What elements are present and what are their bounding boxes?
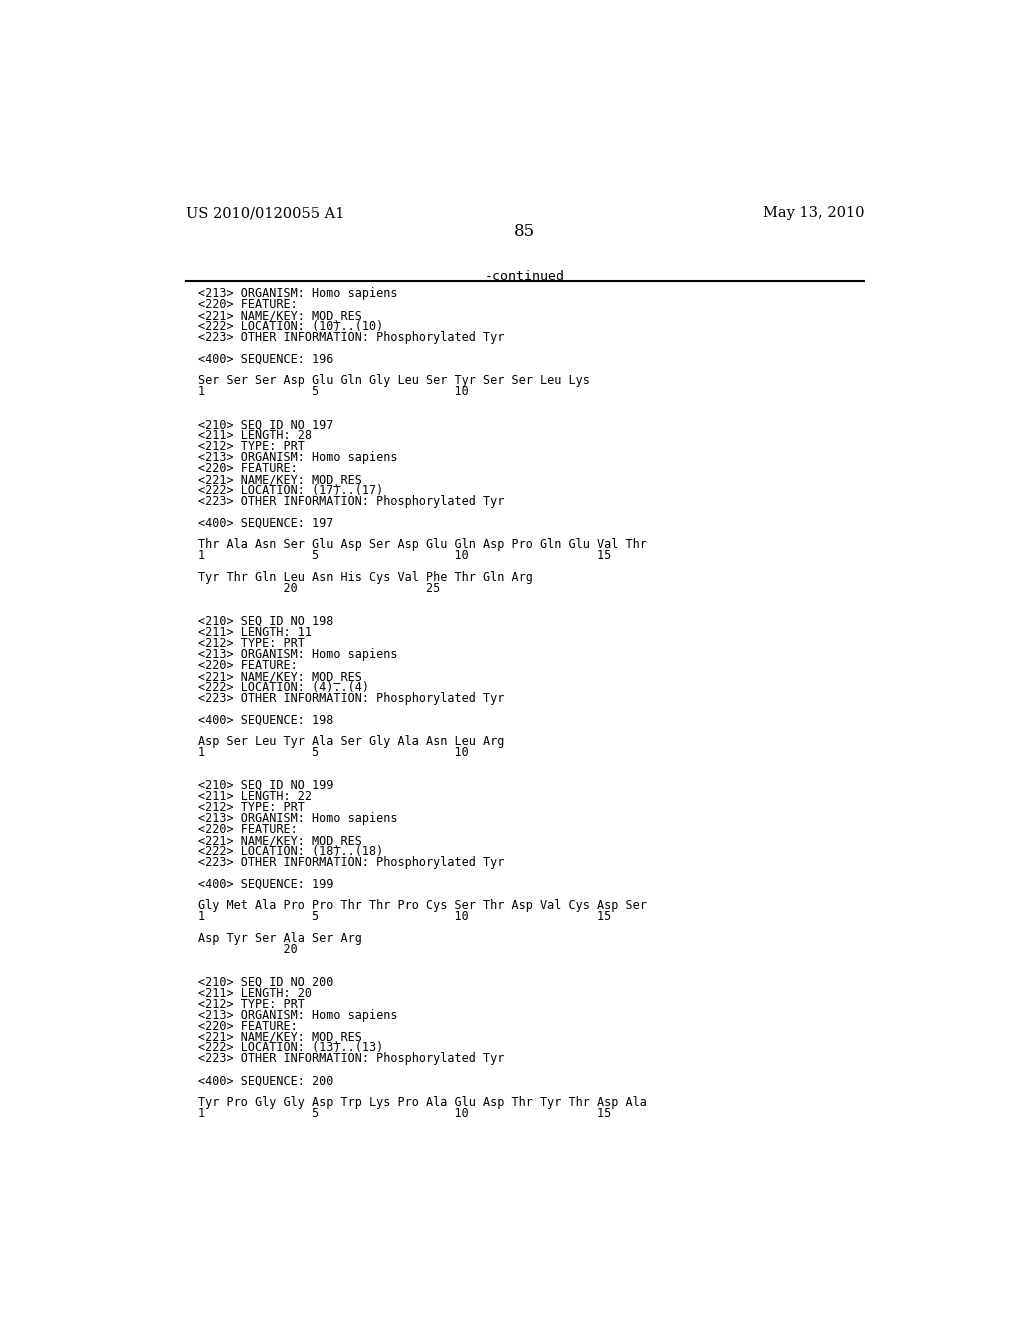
Text: 1               5                   10                  15: 1 5 10 15 (198, 1107, 611, 1121)
Text: <220> FEATURE:: <220> FEATURE: (198, 1019, 298, 1032)
Text: Tyr Thr Gln Leu Asn His Cys Val Phe Thr Gln Arg: Tyr Thr Gln Leu Asn His Cys Val Phe Thr … (198, 572, 532, 585)
Text: May 13, 2010: May 13, 2010 (763, 206, 864, 220)
Text: <212> TYPE: PRT: <212> TYPE: PRT (198, 636, 304, 649)
Text: <213> ORGANISM: Homo sapiens: <213> ORGANISM: Homo sapiens (198, 648, 397, 661)
Text: <223> OTHER INFORMATION: Phosphorylated Tyr: <223> OTHER INFORMATION: Phosphorylated … (198, 1052, 504, 1065)
Text: <211> LENGTH: 20: <211> LENGTH: 20 (198, 987, 311, 999)
Text: <222> LOCATION: (17)..(17): <222> LOCATION: (17)..(17) (198, 484, 383, 496)
Text: <210> SEQ ID NO 200: <210> SEQ ID NO 200 (198, 975, 333, 989)
Text: 1               5                   10                  15: 1 5 10 15 (198, 911, 611, 923)
Text: <223> OTHER INFORMATION: Phosphorylated Tyr: <223> OTHER INFORMATION: Phosphorylated … (198, 692, 504, 705)
Text: 1               5                   10: 1 5 10 (198, 385, 469, 399)
Text: Asp Tyr Ser Ala Ser Arg: Asp Tyr Ser Ala Ser Arg (198, 932, 361, 945)
Text: Tyr Pro Gly Gly Asp Trp Lys Pro Ala Glu Asp Thr Tyr Thr Asp Ala: Tyr Pro Gly Gly Asp Trp Lys Pro Ala Glu … (198, 1096, 646, 1109)
Text: <400> SEQUENCE: 197: <400> SEQUENCE: 197 (198, 516, 333, 529)
Text: <210> SEQ ID NO 198: <210> SEQ ID NO 198 (198, 615, 333, 628)
Text: <221> NAME/KEY: MOD_RES: <221> NAME/KEY: MOD_RES (198, 834, 361, 846)
Text: <220> FEATURE:: <220> FEATURE: (198, 822, 298, 836)
Text: <221> NAME/KEY: MOD_RES: <221> NAME/KEY: MOD_RES (198, 669, 361, 682)
Text: <400> SEQUENCE: 199: <400> SEQUENCE: 199 (198, 878, 333, 891)
Text: <223> OTHER INFORMATION: Phosphorylated Tyr: <223> OTHER INFORMATION: Phosphorylated … (198, 495, 504, 508)
Text: <212> TYPE: PRT: <212> TYPE: PRT (198, 998, 304, 1011)
Text: <220> FEATURE:: <220> FEATURE: (198, 298, 298, 312)
Text: <220> FEATURE:: <220> FEATURE: (198, 462, 298, 475)
Text: -continued: -continued (484, 271, 565, 282)
Text: <213> ORGANISM: Homo sapiens: <213> ORGANISM: Homo sapiens (198, 451, 397, 465)
Text: <211> LENGTH: 11: <211> LENGTH: 11 (198, 626, 311, 639)
Text: <223> OTHER INFORMATION: Phosphorylated Tyr: <223> OTHER INFORMATION: Phosphorylated … (198, 331, 504, 343)
Text: Gly Met Ala Pro Pro Thr Thr Pro Cys Ser Thr Asp Val Cys Asp Ser: Gly Met Ala Pro Pro Thr Thr Pro Cys Ser … (198, 899, 646, 912)
Text: <222> LOCATION: (13)..(13): <222> LOCATION: (13)..(13) (198, 1041, 383, 1055)
Text: US 2010/0120055 A1: US 2010/0120055 A1 (186, 206, 344, 220)
Text: <400> SEQUENCE: 198: <400> SEQUENCE: 198 (198, 713, 333, 726)
Text: <221> NAME/KEY: MOD_RES: <221> NAME/KEY: MOD_RES (198, 1031, 361, 1044)
Text: <400> SEQUENCE: 196: <400> SEQUENCE: 196 (198, 352, 333, 366)
Text: <222> LOCATION: (18)..(18): <222> LOCATION: (18)..(18) (198, 845, 383, 858)
Text: <213> ORGANISM: Homo sapiens: <213> ORGANISM: Homo sapiens (198, 286, 397, 300)
Text: <213> ORGANISM: Homo sapiens: <213> ORGANISM: Homo sapiens (198, 1008, 397, 1022)
Text: Thr Ala Asn Ser Glu Asp Ser Asp Glu Gln Asp Pro Gln Glu Val Thr: Thr Ala Asn Ser Glu Asp Ser Asp Glu Gln … (198, 539, 646, 552)
Text: <211> LENGTH: 28: <211> LENGTH: 28 (198, 429, 311, 442)
Text: <221> NAME/KEY: MOD_RES: <221> NAME/KEY: MOD_RES (198, 309, 361, 322)
Text: 85: 85 (514, 223, 536, 240)
Text: <400> SEQUENCE: 200: <400> SEQUENCE: 200 (198, 1074, 333, 1088)
Text: <222> LOCATION: (4)..(4): <222> LOCATION: (4)..(4) (198, 681, 369, 693)
Text: 1               5                   10                  15: 1 5 10 15 (198, 549, 611, 562)
Text: Asp Ser Leu Tyr Ala Ser Gly Ala Asn Leu Arg: Asp Ser Leu Tyr Ala Ser Gly Ala Asn Leu … (198, 735, 504, 748)
Text: <222> LOCATION: (10)..(10): <222> LOCATION: (10)..(10) (198, 319, 383, 333)
Text: 20                  25: 20 25 (198, 582, 440, 595)
Text: 1               5                   10: 1 5 10 (198, 746, 469, 759)
Text: <220> FEATURE:: <220> FEATURE: (198, 659, 298, 672)
Text: <223> OTHER INFORMATION: Phosphorylated Tyr: <223> OTHER INFORMATION: Phosphorylated … (198, 855, 504, 869)
Text: <210> SEQ ID NO 197: <210> SEQ ID NO 197 (198, 418, 333, 432)
Text: <212> TYPE: PRT: <212> TYPE: PRT (198, 440, 304, 453)
Text: <211> LENGTH: 22: <211> LENGTH: 22 (198, 789, 311, 803)
Text: 20: 20 (198, 942, 298, 956)
Text: <212> TYPE: PRT: <212> TYPE: PRT (198, 801, 304, 814)
Text: Ser Ser Ser Asp Glu Gln Gly Leu Ser Tyr Ser Ser Leu Lys: Ser Ser Ser Asp Glu Gln Gly Leu Ser Tyr … (198, 375, 590, 388)
Text: <213> ORGANISM: Homo sapiens: <213> ORGANISM: Homo sapiens (198, 812, 397, 825)
Text: <210> SEQ ID NO 199: <210> SEQ ID NO 199 (198, 779, 333, 792)
Text: <221> NAME/KEY: MOD_RES: <221> NAME/KEY: MOD_RES (198, 473, 361, 486)
